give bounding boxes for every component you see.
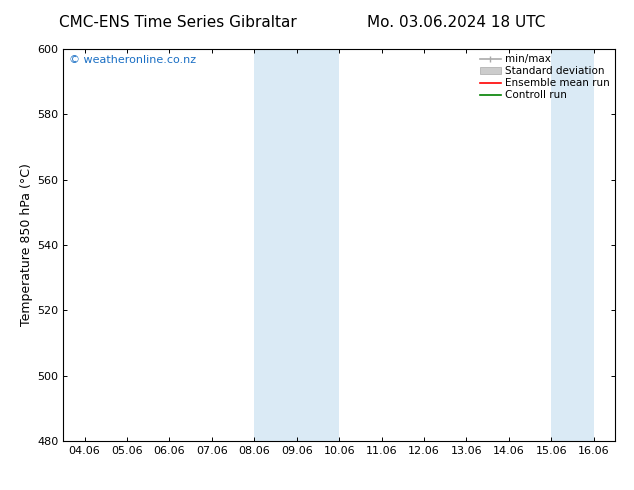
- Bar: [552, 49, 594, 441]
- Y-axis label: Temperature 850 hPa (°C): Temperature 850 hPa (°C): [20, 164, 33, 326]
- Legend: min/max, Standard deviation, Ensemble mean run, Controll run: min/max, Standard deviation, Ensemble me…: [480, 54, 610, 100]
- Text: © weatheronline.co.nz: © weatheronline.co.nz: [69, 55, 196, 65]
- Text: CMC-ENS Time Series Gibraltar: CMC-ENS Time Series Gibraltar: [59, 15, 296, 30]
- Text: Mo. 03.06.2024 18 UTC: Mo. 03.06.2024 18 UTC: [367, 15, 546, 30]
- Bar: [254, 49, 339, 441]
